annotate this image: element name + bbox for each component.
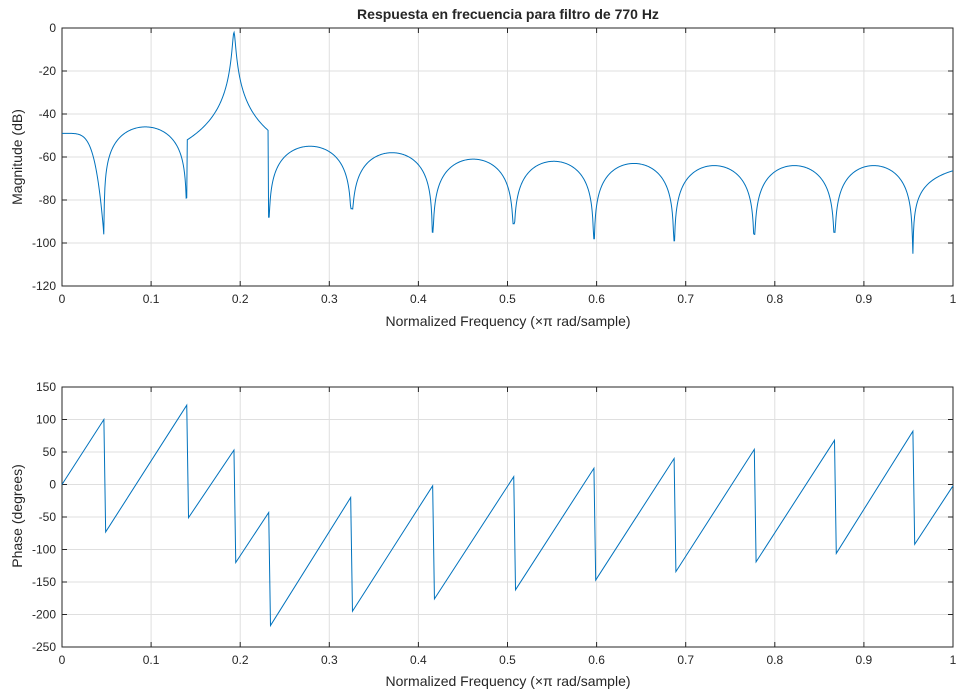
phase-y-tick-label: 50 (43, 445, 57, 459)
phase-x-tick-label: 0.5 (499, 653, 516, 667)
phase-series-line (61, 403, 954, 628)
magnitude-x-tick-label: 0.7 (677, 292, 694, 306)
magnitude-x-tick-label: 0.2 (232, 292, 249, 306)
magnitude-x-tick-label: 0 (59, 292, 66, 306)
phase-x-tick-label: 0.3 (321, 653, 338, 667)
phase-y-tick-label: -100 (32, 543, 56, 557)
magnitude-axes: 0 0.1 0.2 0.3 0.4 0.5 0.6 0.7 0.8 0.9 1 0 -20 -40 -60 -… (32, 21, 957, 306)
phase-y-tick-label: 150 (36, 380, 56, 394)
phase-y-tick-label: -250 (32, 640, 56, 654)
phase-x-axis-label: Normalized Frequency (×π rad/sample) (385, 673, 630, 689)
phase-y-tick-label: 0 (49, 478, 56, 492)
phase-x-tick-label: 1 (950, 653, 957, 667)
magnitude-x-tick-label: 0.9 (856, 292, 873, 306)
magnitude-x-tick-label: 0.3 (321, 292, 338, 306)
magnitude-y-tick-label: -120 (32, 279, 56, 293)
phase-y-axis-label: Phase (degrees) (9, 464, 25, 568)
magnitude-x-tick-label: 0.4 (410, 292, 427, 306)
magnitude-series-line (62, 30, 954, 254)
phase-y-tick-label: -200 (32, 608, 56, 622)
phase-y-tick-label: -150 (32, 575, 56, 589)
magnitude-y-tick-label: 0 (49, 21, 56, 35)
phase-x-tick-label: 0 (59, 653, 66, 667)
phase-y-tick-label: 100 (36, 413, 56, 427)
phase-x-tick-label: 0.1 (143, 653, 160, 667)
phase-y-tick-label: -50 (39, 510, 57, 524)
magnitude-x-tick-label: 0.6 (588, 292, 605, 306)
phase-x-tick-label: 0.4 (410, 653, 427, 667)
phase-x-tick-label: 0.6 (588, 653, 605, 667)
magnitude-y-tick-label: -80 (39, 193, 57, 207)
magnitude-x-tick-label: 0.5 (499, 292, 516, 306)
magnitude-x-tick-label: 1 (950, 292, 957, 306)
magnitude-x-tick-label: 0.8 (766, 292, 783, 306)
magnitude-x-axis-label: Normalized Frequency (×π rad/sample) (385, 313, 630, 329)
magnitude-y-axis-label: Magnitude (dB) (9, 109, 25, 205)
magnitude-axes-box (61, 27, 954, 287)
magnitude-y-tick-label: -40 (39, 107, 57, 121)
magnitude-y-tick-label: -60 (39, 150, 57, 164)
phase-x-tick-label: 0.9 (856, 653, 873, 667)
phase-x-tick-label: 0.2 (232, 653, 249, 667)
magnitude-y-tick-label: -20 (39, 64, 57, 78)
phase-x-tick-label: 0.8 (766, 653, 783, 667)
phase-axes: 0 0.1 0.2 0.3 0.4 0.5 0.6 0.7 0.8 0.9 1 150 100 50 0 -5… (32, 380, 957, 667)
magnitude-y-tick-label: -100 (32, 236, 56, 250)
phase-x-tick-label: 0.7 (677, 653, 694, 667)
magnitude-x-tick-label: 0.1 (143, 292, 160, 306)
chart-title: Respuesta en frecuencia para filtro de 7… (357, 6, 659, 22)
phase-axes-box (61, 386, 954, 648)
